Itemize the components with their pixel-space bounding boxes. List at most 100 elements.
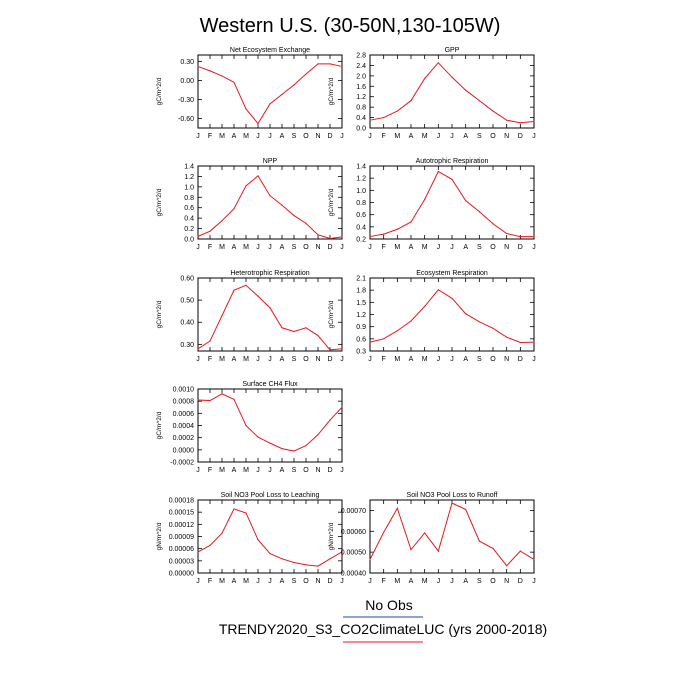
data-point xyxy=(197,65,199,68)
data-point xyxy=(233,81,235,83)
x-tick-label: J xyxy=(196,467,200,474)
x-tick-label: D xyxy=(327,133,332,140)
data-point xyxy=(383,338,385,340)
x-tick-label: M xyxy=(422,356,428,363)
panel-soil-no3-pool-loss-to-runoff: Soil NO3 Pool Loss to Runoff gN/m^2/d 0.00… xyxy=(328,492,536,585)
x-tick-label: S xyxy=(477,133,482,140)
x-tick-label: A xyxy=(463,133,468,140)
x-tick-label: S xyxy=(477,356,482,363)
data-point xyxy=(281,558,283,560)
x-tick-label: M xyxy=(394,133,400,140)
y-tick-label: 2.8 xyxy=(356,53,366,60)
data-point xyxy=(437,550,439,552)
panel-autotrophic-respiration: Autotrophic Respiration gC/m^2/d 0.2 0.4 0.6… xyxy=(328,158,536,251)
data-point xyxy=(317,63,319,65)
data-point xyxy=(269,103,271,105)
data-point xyxy=(396,330,398,332)
x-tick-label: A xyxy=(463,356,468,363)
x-tick-label: J xyxy=(437,578,441,585)
data-point xyxy=(245,512,247,514)
legend: No Obs TRENDY2020_S3_CO2ClimateLUC (yrs … xyxy=(219,597,547,643)
y-axis-label: gN/m^2/d xyxy=(328,522,335,550)
data-point xyxy=(369,558,371,561)
panel-title: Heterotrophic Respiration xyxy=(230,270,309,277)
plot-frame xyxy=(197,277,343,352)
y-tick-label: 0.00040 xyxy=(341,571,366,578)
x-tick-label: O xyxy=(490,578,496,585)
x-tick-label: M xyxy=(219,578,225,585)
y-tick-label: 0.0 xyxy=(184,237,194,244)
x-tick-label: A xyxy=(409,244,414,251)
y-tick-label: 1.5 xyxy=(356,300,366,307)
x-tick-label: J xyxy=(340,133,344,140)
x-tick-label: J xyxy=(450,356,454,363)
panel-title: Soil NO3 Pool Loss to Runoff xyxy=(407,492,498,499)
y-tick-label: 0.4 xyxy=(184,216,194,223)
data-point xyxy=(533,341,535,343)
y-tick-label: 0.00015 xyxy=(169,510,194,517)
series-line xyxy=(369,289,535,343)
panel-soil-no3-pool-loss-to-leaching: Soil NO3 Pool Loss to Leaching gN/m^2/d 0.… xyxy=(156,492,344,585)
y-tick-label: 0.00050 xyxy=(341,550,366,557)
data-point xyxy=(293,561,295,564)
y-axis-label: gC/m^2/d xyxy=(156,411,163,439)
x-tick-label: D xyxy=(518,356,523,363)
x-tick-label: J xyxy=(368,578,372,585)
data-point xyxy=(245,108,247,110)
y-tick-label: 1.8 xyxy=(356,288,366,295)
data-point xyxy=(257,175,259,177)
data-point xyxy=(424,532,426,534)
x-tick-label: D xyxy=(518,133,523,140)
x-tick-label: J xyxy=(368,244,372,251)
data-point xyxy=(410,100,412,102)
data-point xyxy=(369,235,371,238)
data-point xyxy=(478,211,480,213)
x-tick-label: M xyxy=(394,244,400,251)
x-tick-label: J xyxy=(450,578,454,585)
x-tick-label: A xyxy=(232,578,237,585)
x-tick-label: M xyxy=(219,244,225,251)
panel-title: Soil NO3 Pool Loss to Leaching xyxy=(221,492,320,499)
data-point xyxy=(257,436,259,438)
data-point xyxy=(293,450,295,452)
y-tick-label: 0.0000 xyxy=(173,447,195,454)
x-tick-label: J xyxy=(256,244,260,251)
x-tick-label: N xyxy=(504,133,509,140)
x-tick-label: M xyxy=(422,133,428,140)
data-point xyxy=(281,204,283,206)
x-tick-label: F xyxy=(382,356,386,363)
data-point xyxy=(437,62,439,64)
data-point xyxy=(437,170,439,173)
x-tick-label: F xyxy=(208,244,212,251)
y-tick-label: 0.0004 xyxy=(173,423,195,430)
x-tick-label: J xyxy=(532,578,536,585)
x-tick-label: F xyxy=(382,244,386,251)
x-tick-label: J xyxy=(368,133,372,140)
x-tick-label: D xyxy=(518,578,523,585)
x-tick-label: J xyxy=(368,356,372,363)
panel-net-ecosystem-exchange: Net Ecosystem Exchange gC/m^2/d 0.30 0.00 -0… xyxy=(156,47,344,140)
data-point xyxy=(293,84,295,86)
y-tick-label: 0.00012 xyxy=(169,522,194,529)
y-tick-label: 0.50 xyxy=(180,298,194,305)
x-tick-label: A xyxy=(463,244,468,251)
data-point xyxy=(369,341,371,343)
plot-frame xyxy=(369,277,535,352)
x-tick-label: J xyxy=(340,244,344,251)
data-point xyxy=(533,120,535,123)
y-tick-label: 1.2 xyxy=(356,94,366,101)
x-tick-label: D xyxy=(327,244,332,251)
data-point xyxy=(305,73,307,75)
x-tick-label: J xyxy=(532,244,536,251)
data-point xyxy=(465,313,467,315)
x-tick-label: F xyxy=(208,133,212,140)
data-point xyxy=(329,558,331,560)
data-point xyxy=(197,399,199,401)
x-tick-label: J xyxy=(340,467,344,474)
y-axis-label: gC/m^2/d xyxy=(156,300,163,328)
plot-frame xyxy=(197,165,343,240)
data-point xyxy=(257,539,259,541)
y-tick-label: 0.3 xyxy=(356,349,366,356)
x-tick-label: S xyxy=(477,578,482,585)
